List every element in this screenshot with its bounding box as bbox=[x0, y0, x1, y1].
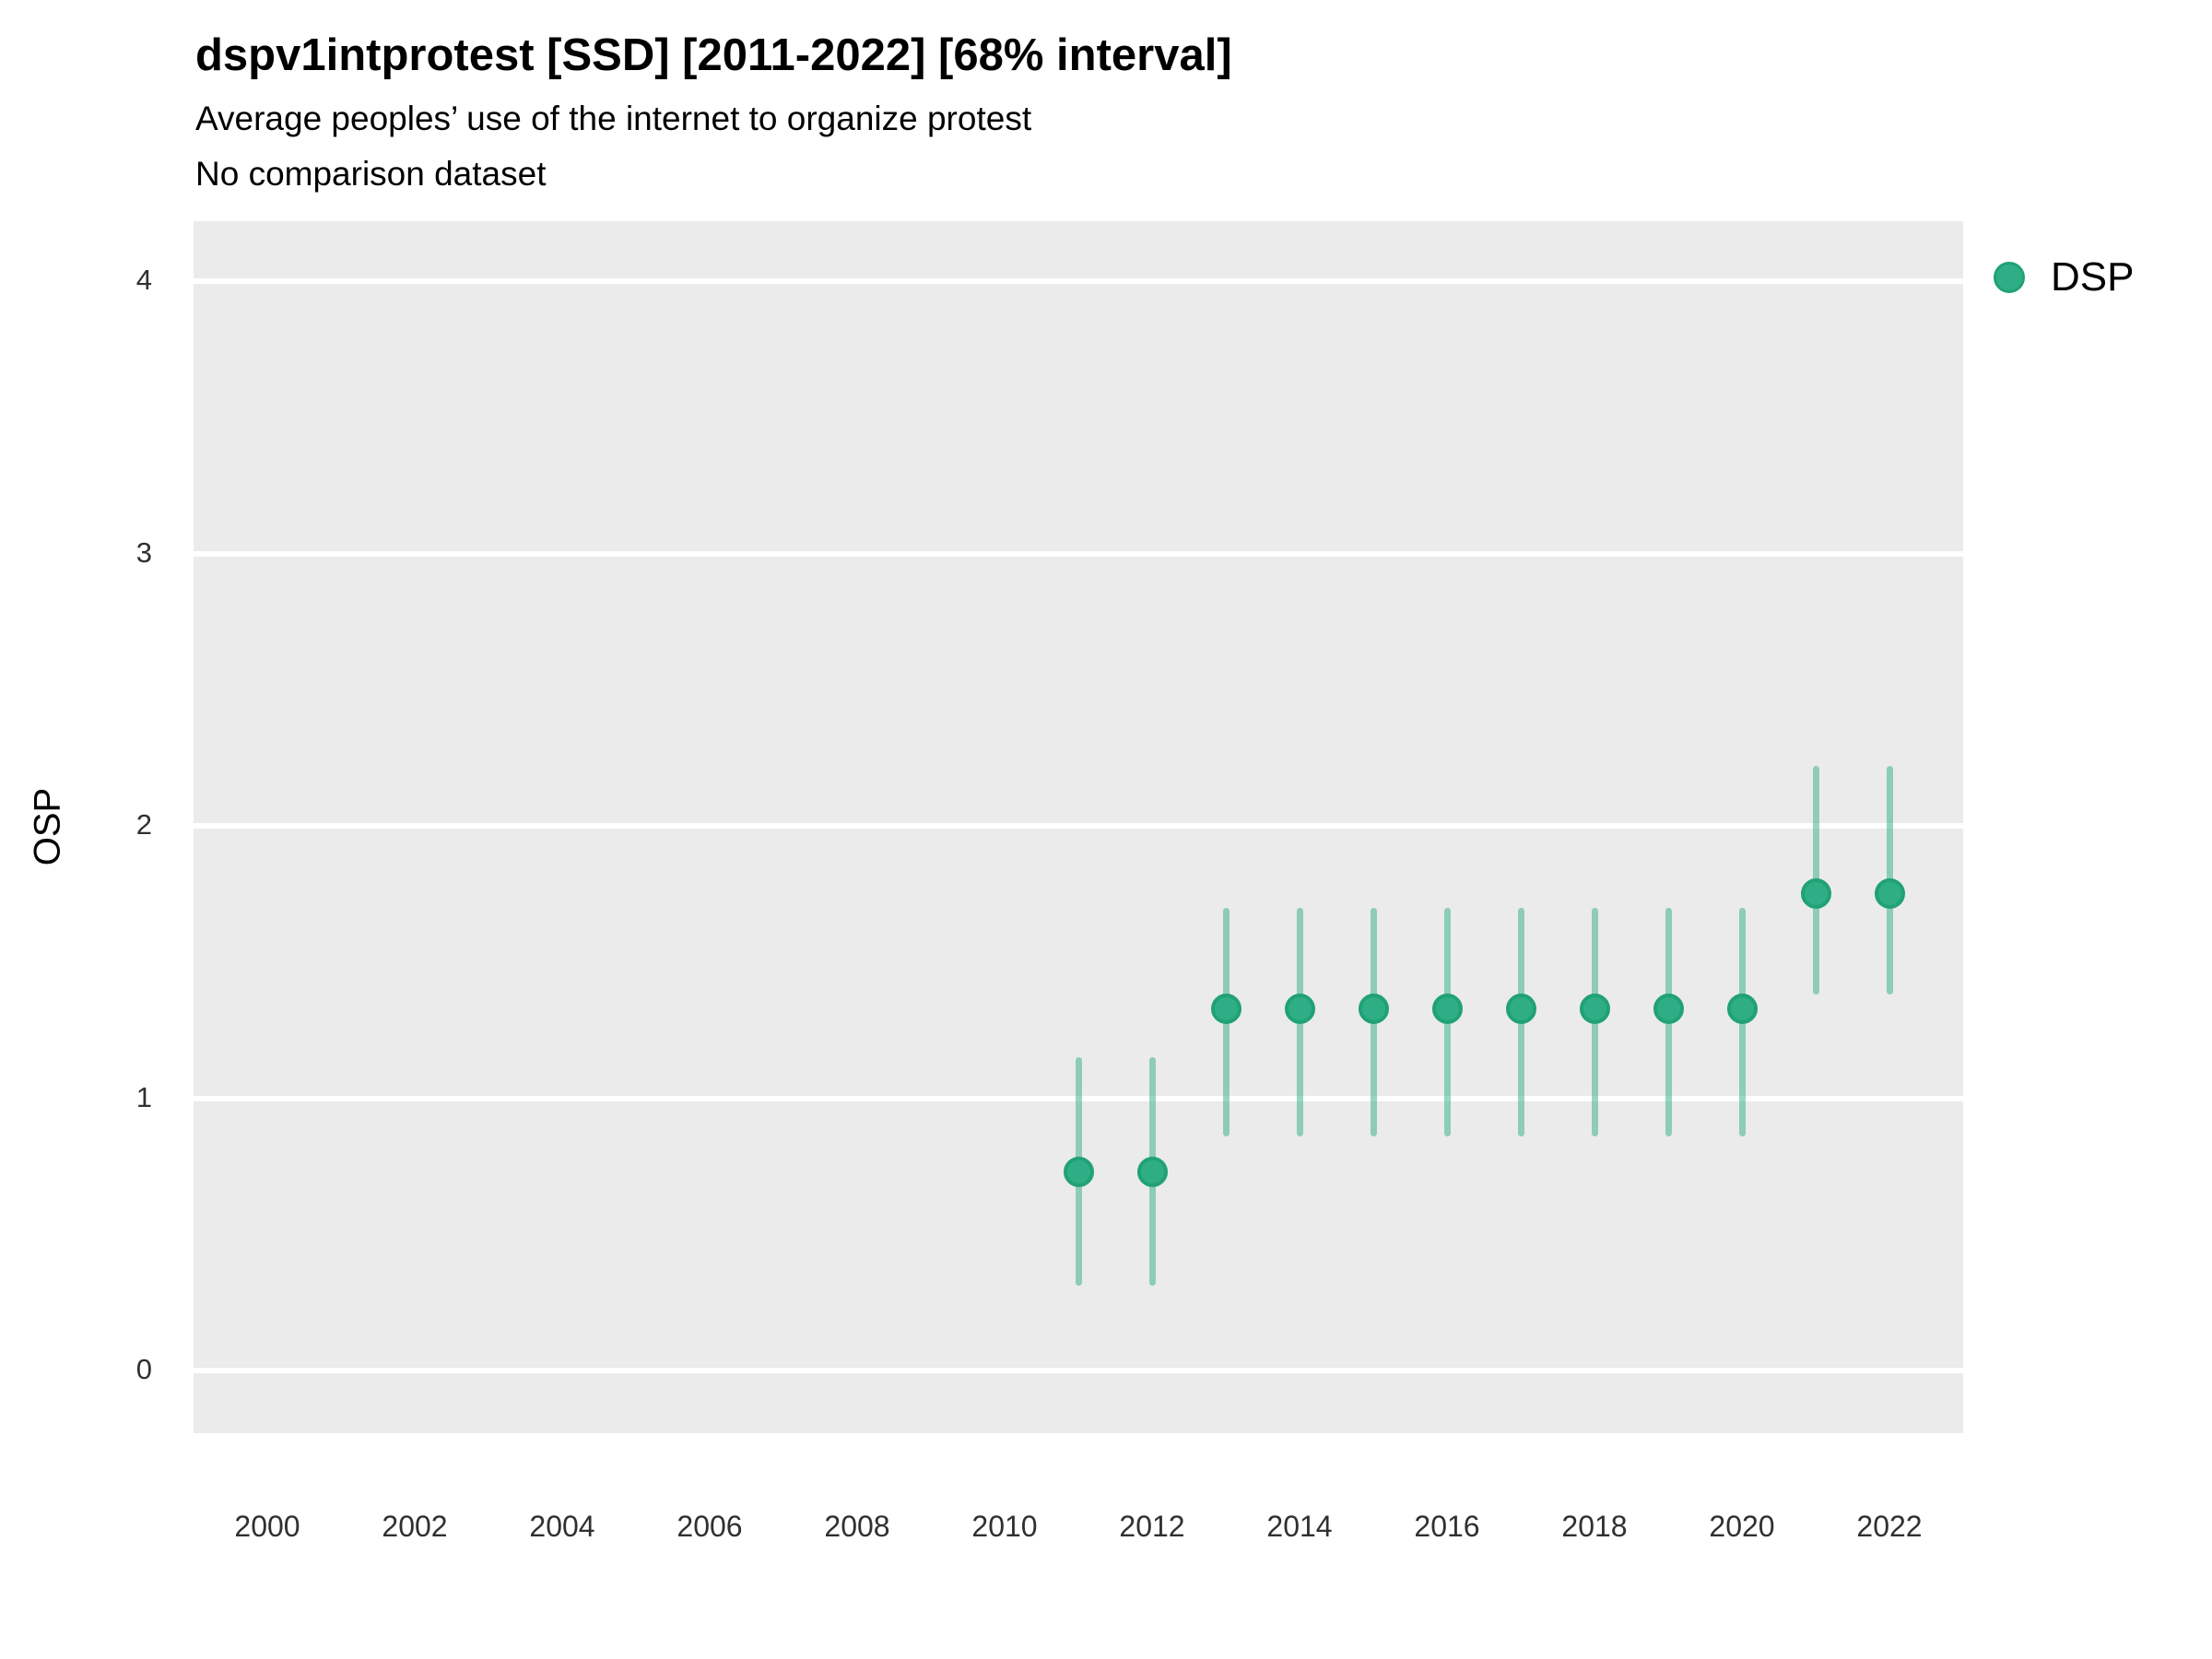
y-tick-label-4: 4 bbox=[135, 264, 152, 296]
data-point-2021 bbox=[1800, 878, 1831, 910]
x-tick-label-2008: 2008 bbox=[824, 1510, 890, 1543]
data-point-2020 bbox=[1726, 993, 1758, 1024]
y-tick-label-3: 3 bbox=[135, 535, 152, 569]
x-tick-label-2006: 2006 bbox=[677, 1510, 743, 1543]
x-tick-label-2004: 2004 bbox=[529, 1510, 595, 1543]
y-tick-label-2: 2 bbox=[135, 808, 152, 841]
y-tick-label-0: 0 bbox=[135, 1353, 152, 1386]
data-point-2015 bbox=[1358, 993, 1389, 1024]
x-tick-label-2010: 2010 bbox=[971, 1510, 1038, 1543]
data-point-2018 bbox=[1579, 993, 1610, 1024]
data-point-2016 bbox=[1431, 993, 1463, 1024]
legend-circle-icon bbox=[1994, 262, 2025, 293]
x-tick-label-2002: 2002 bbox=[382, 1510, 448, 1543]
chart-subtitle: Average peoples’ use of the internet to … bbox=[195, 100, 1032, 137]
x-tick-label-2016: 2016 bbox=[1414, 1510, 1480, 1543]
data-point-2013 bbox=[1210, 993, 1241, 1024]
chart-comparison-note: No comparison dataset bbox=[195, 155, 547, 193]
data-point-2011 bbox=[1063, 1156, 1094, 1187]
gridline-y-0 bbox=[194, 1368, 1963, 1374]
x-tick-label-2018: 2018 bbox=[1561, 1510, 1628, 1543]
y-tick-label-1: 1 bbox=[135, 1080, 152, 1113]
x-tick-label-2022: 2022 bbox=[1856, 1510, 1923, 1543]
data-point-2012 bbox=[1136, 1156, 1168, 1187]
data-point-2017 bbox=[1505, 993, 1536, 1024]
x-tick-label-2000: 2000 bbox=[234, 1510, 300, 1543]
plot-panel bbox=[194, 221, 1963, 1433]
gridline-y-2 bbox=[194, 823, 1963, 830]
data-point-2019 bbox=[1653, 993, 1684, 1024]
x-tick-label-2020: 2020 bbox=[1709, 1510, 1775, 1543]
chart-title: dspv1intprotest [SSD] [2011-2022] [68% i… bbox=[195, 30, 1232, 80]
data-point-2014 bbox=[1284, 993, 1315, 1024]
legend: DSP bbox=[1994, 254, 2134, 300]
y-axis-title: OSP bbox=[27, 787, 68, 866]
gridline-y-4 bbox=[194, 278, 1963, 284]
x-tick-label-2012: 2012 bbox=[1119, 1510, 1185, 1543]
gridline-y-3 bbox=[194, 550, 1963, 557]
data-point-2022 bbox=[1874, 878, 1905, 910]
x-tick-label-2014: 2014 bbox=[1266, 1510, 1333, 1543]
legend-label: DSP bbox=[2051, 254, 2135, 300]
